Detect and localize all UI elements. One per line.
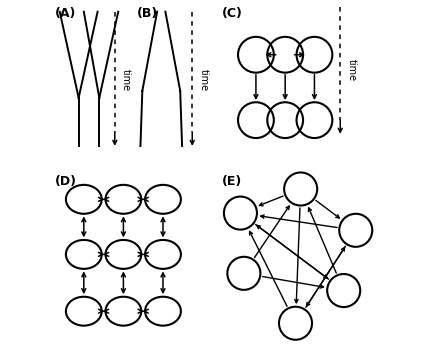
Text: (E): (E) <box>222 175 242 188</box>
Text: (C): (C) <box>222 7 242 19</box>
Text: (B): (B) <box>137 7 159 19</box>
Text: time: time <box>346 59 357 81</box>
Text: time: time <box>198 69 209 92</box>
Text: time: time <box>121 69 131 92</box>
Text: (D): (D) <box>54 175 77 188</box>
Text: (A): (A) <box>54 7 76 19</box>
